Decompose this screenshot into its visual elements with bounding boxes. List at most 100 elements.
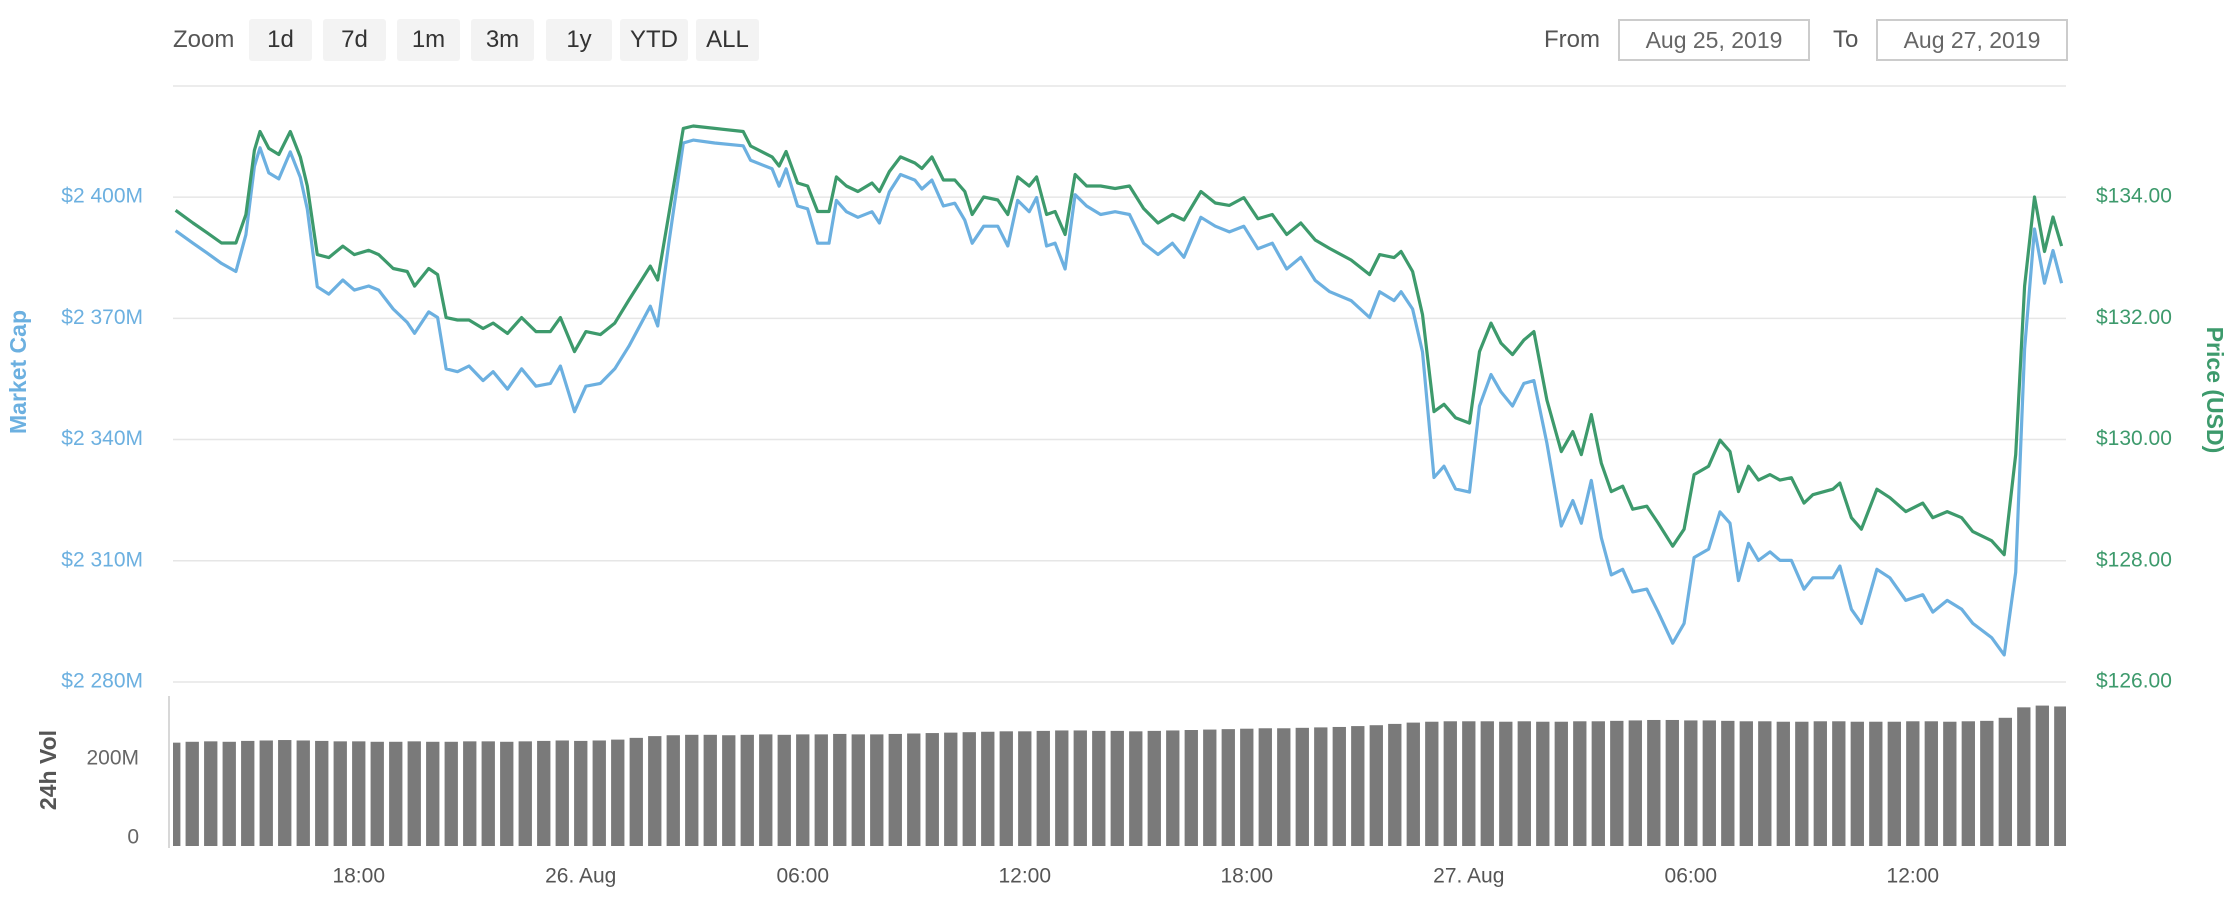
volume-bar bbox=[1758, 721, 1772, 846]
x-tick-label: 12:00 bbox=[1887, 865, 1940, 888]
volume-bar bbox=[1240, 728, 1254, 846]
x-tick-label: 18:00 bbox=[1221, 865, 1274, 888]
volume-bar bbox=[999, 731, 1013, 846]
volume-bar bbox=[1721, 720, 1735, 846]
volume-bar bbox=[500, 741, 514, 846]
volume-bar bbox=[1369, 725, 1383, 846]
zoom-label: Zoom bbox=[173, 26, 235, 53]
from-date-input[interactable]: Aug 25, 2019 bbox=[1618, 19, 1810, 61]
volume-bar bbox=[1258, 728, 1272, 846]
volume-bar bbox=[1147, 730, 1161, 846]
y-tick-label: 200M bbox=[86, 746, 139, 769]
volume-bar bbox=[2017, 707, 2031, 846]
volume-bar bbox=[1795, 721, 1809, 846]
volume-bar bbox=[1203, 729, 1217, 846]
volume-bar bbox=[814, 734, 828, 846]
zoom-button[interactable]: 1m bbox=[397, 19, 460, 61]
volume-bar bbox=[1813, 721, 1827, 846]
volume-bar bbox=[1739, 721, 1753, 846]
volume-bar bbox=[1980, 720, 1994, 846]
volume-bar bbox=[574, 740, 588, 846]
volume-bar bbox=[1517, 721, 1531, 846]
volume-bar bbox=[1869, 721, 1883, 846]
volume-bar bbox=[426, 741, 440, 846]
volume-bar bbox=[592, 740, 606, 846]
x-tick-label: 27. Aug bbox=[1433, 865, 1504, 888]
volume-bar bbox=[629, 737, 643, 846]
volume-bar bbox=[1850, 721, 1864, 846]
volume-bar bbox=[1665, 719, 1679, 846]
volume-bar bbox=[1166, 730, 1180, 846]
volume-bar bbox=[870, 734, 884, 846]
volume-bar bbox=[833, 733, 847, 846]
series-line bbox=[174, 138, 2064, 657]
volume-bar bbox=[1647, 719, 1661, 846]
volume-bar bbox=[1887, 721, 1901, 846]
y-axis-title: Market Cap bbox=[5, 310, 31, 434]
volume-bar bbox=[1924, 721, 1938, 846]
volume-bar bbox=[204, 741, 218, 846]
volume-bar bbox=[1277, 728, 1291, 846]
zoom-button[interactable]: 7d bbox=[323, 19, 386, 61]
volume-bar bbox=[1110, 730, 1124, 846]
y-tick-label: $2 400M bbox=[61, 185, 143, 208]
volume-bar bbox=[981, 731, 995, 846]
volume-bar bbox=[296, 740, 310, 846]
y-tick-label: $2 340M bbox=[61, 427, 143, 450]
volume-bar bbox=[463, 741, 477, 846]
volume-bar bbox=[722, 735, 736, 846]
volume-bar bbox=[925, 733, 939, 846]
volume-bar bbox=[173, 742, 181, 846]
volume-bar bbox=[1462, 721, 1476, 846]
volume-bar bbox=[1702, 720, 1716, 846]
volume-bar bbox=[518, 741, 532, 846]
y-tick-label: $2 280M bbox=[61, 670, 143, 693]
volume-bar bbox=[1332, 726, 1346, 846]
y-tick-label: $2 370M bbox=[61, 306, 143, 329]
volume-bar bbox=[1610, 720, 1624, 846]
x-tick-label: 12:00 bbox=[998, 865, 1051, 888]
volume-bar bbox=[796, 734, 810, 846]
volume-bar bbox=[944, 732, 958, 846]
volume-bar bbox=[1406, 722, 1420, 846]
volume-bar bbox=[1221, 729, 1235, 846]
volume-bar bbox=[185, 741, 199, 846]
volume-bar bbox=[481, 741, 495, 846]
volume-bar bbox=[1906, 721, 1920, 846]
x-tick-label: 06:00 bbox=[1665, 865, 1718, 888]
volume-bar bbox=[685, 734, 699, 846]
volume-bar bbox=[1499, 721, 1513, 846]
zoom-button[interactable]: 1y bbox=[546, 19, 612, 61]
volume-bar bbox=[666, 735, 680, 846]
zoom-button[interactable]: 3m bbox=[471, 19, 534, 61]
y-tick-label: $2 310M bbox=[61, 548, 143, 571]
volume-bar bbox=[1591, 721, 1605, 846]
volume-bar bbox=[1961, 721, 1975, 846]
volume-bar bbox=[1092, 730, 1106, 846]
volume-bar bbox=[648, 736, 662, 846]
y2-tick-label: $132.00 bbox=[2096, 306, 2172, 329]
volume-bar bbox=[1314, 727, 1328, 846]
zoom-button[interactable]: 1d bbox=[249, 19, 312, 61]
zoom-button[interactable]: ALL bbox=[696, 19, 759, 61]
volume-bar bbox=[1184, 730, 1198, 846]
volume-bar bbox=[222, 741, 236, 846]
volume-bar bbox=[1388, 723, 1402, 846]
volume-bar bbox=[333, 741, 347, 846]
volume-bar bbox=[1425, 721, 1439, 846]
zoom-button[interactable]: YTD bbox=[620, 19, 688, 61]
volume-bar bbox=[352, 741, 366, 846]
to-date-input[interactable]: Aug 27, 2019 bbox=[1876, 19, 2068, 61]
volume-bar bbox=[1573, 721, 1587, 846]
y2-tick-label: $128.00 bbox=[2096, 548, 2172, 571]
volume-bar bbox=[444, 741, 458, 846]
volume-bar bbox=[1480, 721, 1494, 846]
x-tick-label: 26. Aug bbox=[545, 865, 616, 888]
volume-bar bbox=[1536, 721, 1550, 846]
volume-bar bbox=[1832, 721, 1846, 846]
volume-bar bbox=[740, 734, 754, 846]
volume-bar bbox=[1018, 731, 1032, 846]
y2-axis-title: Price (USD) bbox=[2202, 327, 2228, 454]
